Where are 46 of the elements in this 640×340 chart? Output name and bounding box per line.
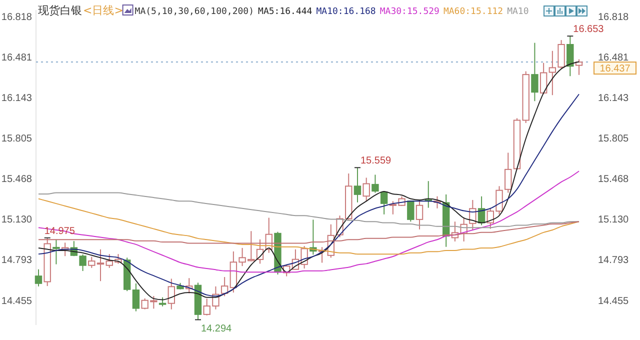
- text: MA10: [507, 7, 529, 17]
- candlestick: [407, 200, 414, 222]
- text: MA60:15.112: [443, 7, 504, 17]
- chart-subtitle: <日线>: [83, 4, 124, 17]
- candlestick: [372, 174, 379, 194]
- line-series: [38, 170, 580, 273]
- candlestick: [540, 62, 548, 95]
- candlestick: [362, 177, 370, 202]
- y-tick-label: 15.805: [1, 134, 32, 145]
- y2-tick-label: 16.818: [598, 12, 630, 23]
- candlestick: [566, 36, 574, 77]
- candlestick: [354, 167, 362, 203]
- y2-tick-label: 15.468: [598, 174, 630, 186]
- candlestick: [416, 199, 424, 230]
- y2-tick-label: 16.143: [598, 92, 630, 104]
- y2-tick-label: 14.793: [598, 255, 630, 266]
- y-tick-label: 15.468: [1, 174, 32, 186]
- text: MA30:15.529: [380, 7, 440, 17]
- y-tick-label: 16.481: [1, 52, 32, 64]
- ref-line-label: 16.437: [600, 64, 631, 75]
- candlestick: [52, 238, 60, 265]
- candlestick: [531, 42, 538, 102]
- annotation: 14.294: [200, 324, 232, 335]
- candlestick: [132, 282, 140, 312]
- candlestick: [158, 296, 166, 307]
- text: MA5:16.444: [258, 7, 312, 17]
- chart-title: 现货白银: [38, 4, 82, 17]
- y-tick-label: 14.455: [1, 296, 32, 307]
- candlestick: [34, 268, 42, 287]
- y-tick-label: 15.130: [1, 214, 32, 226]
- y2-tick-label: 16.481: [598, 52, 630, 64]
- text: MA10:16.168: [316, 7, 376, 17]
- candlestick: [380, 190, 388, 215]
- candlestick: [220, 276, 228, 297]
- annotation: 16.653: [573, 24, 604, 36]
- annotation: MA(5,10,30,60,100,200): [134, 7, 254, 17]
- y-tick-label: 14.793: [1, 255, 32, 266]
- annotation: 15.559: [360, 156, 392, 167]
- y2-tick-label: 15.805: [598, 134, 630, 145]
- y2-tick-label: 15.130: [598, 214, 630, 226]
- candlestick: [575, 58, 583, 76]
- candlestick: [504, 152, 512, 194]
- y-tick-label: 16.143: [1, 92, 32, 104]
- y-tick-label: 16.818: [1, 12, 32, 23]
- y2-tick-label: 14.455: [598, 296, 630, 307]
- candlestick: [168, 278, 176, 310]
